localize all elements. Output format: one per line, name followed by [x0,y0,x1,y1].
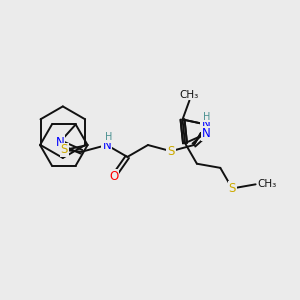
Text: H: H [105,132,112,142]
Text: N: N [102,139,111,152]
Text: O: O [109,170,118,183]
Text: S: S [167,145,175,158]
Text: N: N [56,136,64,148]
Text: N: N [201,118,210,131]
Text: S: S [61,143,68,157]
Text: S: S [229,182,236,195]
Text: CH₃: CH₃ [258,179,277,189]
Text: CH₃: CH₃ [180,89,199,100]
Text: H: H [203,112,211,122]
Text: N: N [202,127,211,140]
